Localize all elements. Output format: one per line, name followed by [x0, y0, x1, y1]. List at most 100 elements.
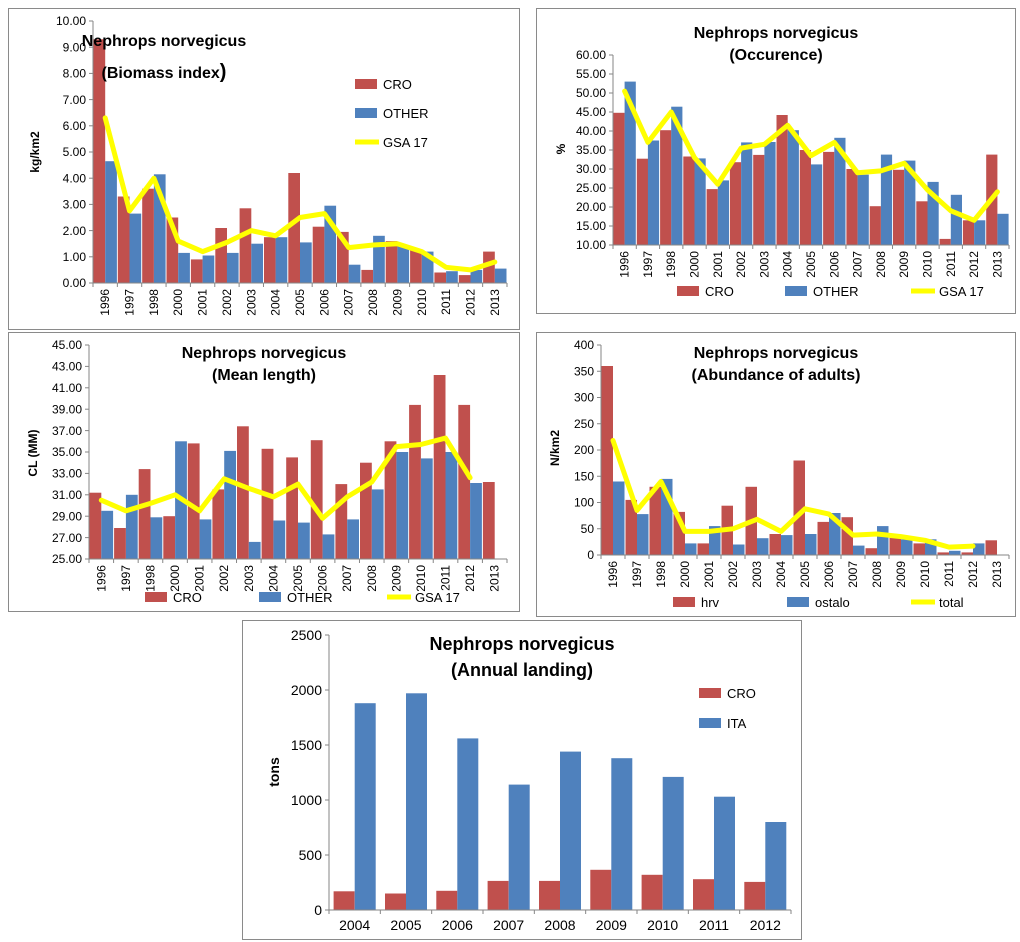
bar-cro	[93, 39, 106, 283]
bar-cro	[114, 528, 126, 559]
bar-hrv	[817, 521, 829, 555]
bar-other	[880, 154, 893, 245]
y-tick-label: 2000	[291, 682, 322, 698]
legend-swatch-hrv	[673, 597, 695, 607]
occurence-chart: 10.00 15.00 20.00 25.00 30.00 35.00 40.00 45.00…	[554, 48, 1010, 299]
x-tick-label: 1996	[618, 251, 632, 278]
bar-other	[974, 220, 986, 245]
x-tick-label: 2006	[317, 289, 331, 316]
legend-label-ostalo: ostalo	[815, 595, 850, 610]
x-tick-label: 2011	[942, 561, 956, 587]
bar-other	[125, 494, 138, 559]
x-tick-label: 2001	[702, 561, 716, 588]
legend-label-other: OTHER	[813, 284, 859, 299]
bar-other	[347, 519, 359, 559]
y-tick-label: 1.00	[63, 250, 87, 264]
legend-swatch-other	[785, 286, 807, 296]
bar-other	[470, 483, 482, 559]
bar-hrv	[865, 548, 877, 555]
x-tick-label: 2007	[340, 565, 354, 592]
bar-cro	[869, 206, 881, 245]
bar-other	[150, 517, 163, 559]
occurence-chart-title: Nephrops norvegicus (Occurence)	[537, 23, 1015, 67]
x-tick-label: 1998	[143, 565, 157, 592]
x-tick-label: 2012	[463, 565, 477, 592]
bar-cro	[117, 196, 130, 283]
y-tick-label: 37.00	[52, 424, 82, 438]
x-tick-label: 2001	[193, 565, 207, 592]
legend-label-cro: CRO	[383, 77, 412, 92]
x-tick-label: 2001	[196, 289, 210, 316]
x-tick-label: 1997	[123, 289, 137, 316]
bar-ostalo	[613, 481, 625, 555]
y-tick-label: 0	[314, 902, 322, 918]
x-tick-label: 2008	[366, 289, 380, 316]
legend-label-other: OTHER	[287, 590, 333, 605]
bar-other	[421, 251, 434, 283]
bar-cro	[458, 404, 471, 559]
x-tick-label: 2010	[918, 561, 932, 588]
x-tick-label: 2002	[726, 561, 740, 588]
y-tick-label: 8.00	[63, 67, 87, 81]
bar-hrv	[649, 486, 661, 556]
legend-swatch-cro	[355, 79, 377, 89]
bar-ostalo	[829, 513, 841, 555]
legend-swatch-ostalo	[787, 597, 809, 607]
bar-other	[671, 106, 683, 245]
y-tick-label: 300	[574, 391, 594, 405]
series-line-gsa-17	[98, 435, 473, 521]
bar-cro	[187, 443, 200, 559]
mean-length-title-line1: Nephrops norvegicus	[181, 345, 347, 362]
bar-cro	[190, 259, 203, 283]
bar-other	[857, 174, 869, 245]
bar-cro	[776, 115, 788, 245]
bar-cro	[962, 220, 975, 245]
x-tick-label: 2000	[171, 289, 185, 316]
legend-label-ita: ITA	[727, 716, 747, 731]
bar-other	[298, 522, 310, 559]
y-tick-label: 45.00	[576, 105, 606, 119]
bar-ita	[662, 776, 684, 910]
bar-ita	[354, 703, 376, 910]
bar-cro	[288, 173, 300, 283]
x-tick-label: 1997	[119, 565, 133, 592]
landing-chart: 0 500 1000 1500 2000 2500 tons 2004 2005 2006 2007…	[266, 627, 792, 933]
bar-ita	[611, 758, 633, 910]
x-tick-label: 2010	[415, 289, 429, 316]
bar-other	[273, 520, 286, 559]
bar-other	[834, 137, 846, 245]
series-line-total	[610, 438, 976, 550]
y-tick-label: 4.00	[63, 171, 87, 185]
y-tick-label: 15.00	[576, 219, 606, 233]
series-line-gsa-17	[102, 115, 498, 273]
bar-other	[275, 237, 288, 283]
x-tick-label: 2013	[990, 251, 1004, 278]
y-tick-label: 55.00	[576, 67, 606, 81]
x-tick-label: 2005	[293, 289, 307, 316]
legend-label-cro: CRO	[727, 686, 756, 701]
mean-length-chart: 25.00 27.00 29.00 31.00 33.00 35.00 37.00 39.00…	[26, 338, 508, 605]
bar-cro	[590, 869, 612, 910]
x-tick-label: 2000	[688, 251, 702, 278]
bar-other	[446, 271, 458, 283]
y-tick-label: 0	[587, 548, 594, 562]
bar-cro	[433, 375, 446, 559]
legend-label-hrv: hrv	[701, 595, 720, 610]
bar-cro	[487, 880, 509, 910]
x-tick-label: 1998	[664, 251, 678, 278]
bar-other	[927, 181, 939, 245]
bar-cro	[458, 275, 471, 283]
bar-other	[251, 243, 263, 283]
bar-cro	[312, 226, 325, 283]
x-tick-label: 1997	[630, 561, 644, 588]
bar-other	[324, 205, 337, 283]
biomass-chart: 0.00 1.00 2.00 3.00 4.00 5.00 6.00 7.00 8.00 9.00…	[28, 14, 508, 316]
x-tick-label: 2013	[488, 289, 502, 316]
x-tick-label: 1996	[606, 561, 620, 588]
y-tick-label: 500	[299, 847, 323, 863]
bar-other	[224, 450, 236, 559]
x-tick-label: 2012	[966, 561, 980, 588]
y-tick-label: 40.00	[576, 124, 606, 138]
bar-cro	[215, 228, 227, 283]
x-tick-label: 2007	[493, 917, 524, 933]
